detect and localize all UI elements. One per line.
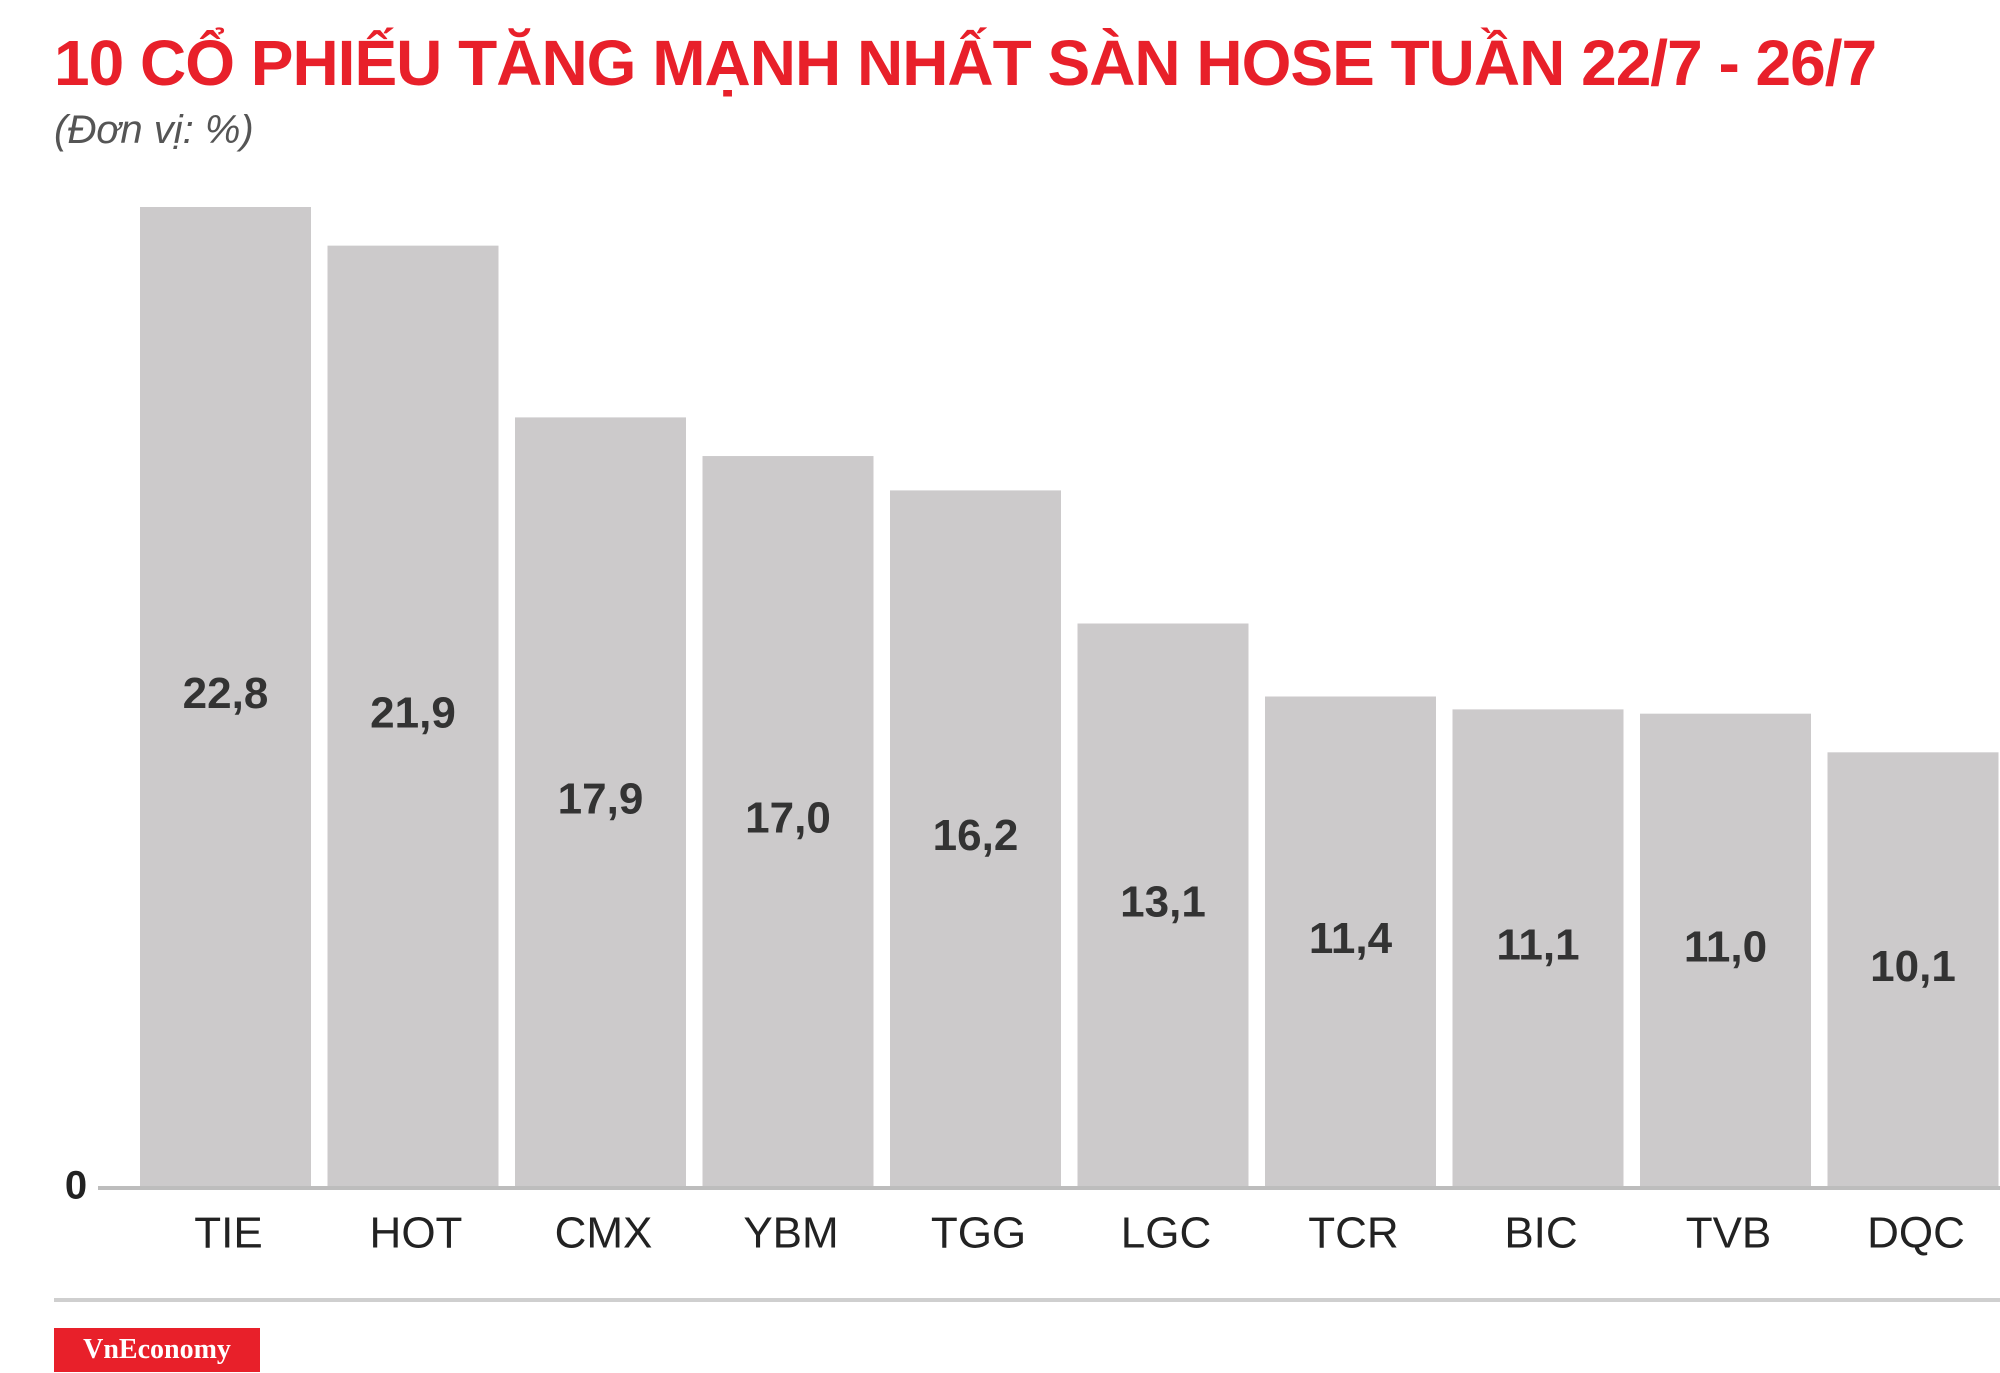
category-label-lgc: LGC — [1121, 1209, 1211, 1258]
vneconomy-logo: VnEconomy — [54, 1328, 260, 1372]
value-label-tvb: 11,0 — [1684, 922, 1767, 971]
category-label-ybm: YBM — [743, 1209, 838, 1258]
bar-tvb — [1640, 713, 1811, 1186]
value-label-tgg: 16,2 — [933, 811, 1019, 860]
value-label-cmx: 17,9 — [558, 774, 644, 823]
bar-cmx — [515, 417, 686, 1186]
value-label-tcr: 11,4 — [1309, 914, 1393, 963]
category-label-tcr: TCR — [1308, 1209, 1398, 1258]
value-labels-layer: 22,8 21,9 17,9 17,0 16,2 13,1 11,4 11,1 11,0 10,1 — [183, 669, 1956, 991]
value-label-hot: 21,9 — [370, 688, 456, 737]
category-label-tgg: TGG — [931, 1209, 1026, 1258]
value-label-tie: 22,8 — [183, 669, 269, 718]
bar-bic — [1452, 709, 1624, 1186]
unit-label: (Đơn vị: %) — [54, 108, 254, 152]
category-label-hot: HOT — [370, 1209, 463, 1258]
bar-tgg — [890, 490, 1061, 1186]
value-label-dqc: 10,1 — [1870, 942, 1956, 991]
chart-title: 10 CỔ PHIẾU TĂNG MẠNH NHẤT SÀN HOSE TUẦN… — [54, 27, 1877, 99]
bars-layer — [140, 207, 1999, 1187]
value-label-ybm: 17,0 — [745, 794, 831, 843]
bar-tcr — [1265, 696, 1436, 1186]
bar-hot — [327, 245, 499, 1187]
bar-tie — [140, 207, 311, 1186]
category-label-bic: BIC — [1504, 1209, 1577, 1258]
category-label-cmx: CMX — [555, 1209, 653, 1258]
category-labels-layer: TIE HOT CMX YBM TGG LGC TCR BIC TVB DQC — [194, 1209, 1965, 1258]
category-label-tvb: TVB — [1686, 1209, 1772, 1258]
bar-lgc — [1077, 623, 1249, 1186]
bar-ybm — [702, 456, 874, 1187]
value-label-bic: 11,1 — [1496, 920, 1579, 969]
footer-divider — [54, 1298, 2000, 1302]
category-label-dqc: DQC — [1867, 1209, 1965, 1258]
bar-dqc — [1827, 752, 1999, 1186]
value-label-lgc: 13,1 — [1120, 877, 1206, 926]
y-axis-zero-label: 0 — [65, 1164, 87, 1208]
category-label-tie: TIE — [194, 1209, 262, 1258]
